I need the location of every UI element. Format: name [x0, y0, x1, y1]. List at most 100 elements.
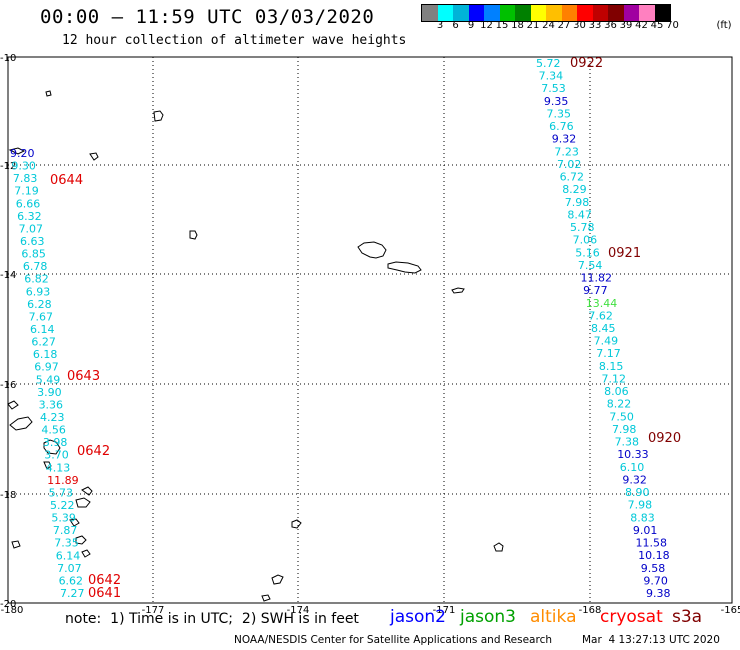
- left-track-value: 3.70: [44, 449, 69, 462]
- scale-swatch: [422, 5, 438, 21]
- scale-label: 42: [635, 20, 648, 31]
- right-track-value: 7.02: [557, 158, 582, 171]
- left-track-value: 7.35: [54, 537, 79, 550]
- left-track-value: 7.27: [60, 587, 85, 600]
- satellite-jason2: jason2: [390, 607, 446, 627]
- left-track-value: 6.82: [24, 273, 48, 286]
- left-track-value: 4.23: [40, 411, 65, 424]
- island-north: [89, 152, 99, 161]
- left-track-value: 7.19: [14, 185, 39, 198]
- scale-swatch: [592, 5, 608, 21]
- lat-tick-label: -16: [0, 380, 16, 391]
- lon-tick-label: -168: [579, 605, 602, 616]
- island-lau-8: [81, 549, 91, 558]
- island-wallis: [153, 110, 164, 122]
- left-track-value: 6.93: [26, 285, 51, 298]
- lat-tick-label: -14: [0, 270, 16, 281]
- legend-note: note: 1) Time is in UTC; 2) SWH is in fe…: [65, 611, 359, 627]
- right-track-value: 7.17: [596, 347, 621, 360]
- time-label: 0921: [608, 246, 641, 261]
- map-subtitle: 12 hour collection of altimeter wave hei…: [62, 33, 407, 48]
- scale-swatch: [499, 5, 515, 21]
- lon-tick-label: -177: [142, 605, 165, 616]
- satellite-jason3: jason3: [460, 607, 516, 627]
- left-track-value: 6.18: [33, 348, 58, 361]
- satellite-s3a: s3a: [672, 607, 703, 627]
- left-track-value: 9.30: [11, 160, 36, 173]
- island-lau-5: [69, 518, 80, 527]
- island-lau-3: [81, 486, 93, 496]
- right-track-value: 9.35: [544, 95, 569, 108]
- time-label: 0642: [77, 444, 110, 459]
- left-track-value: 6.85: [21, 248, 46, 261]
- time-label: 0922: [570, 56, 603, 71]
- right-track-value: 7.50: [609, 410, 634, 423]
- lat-tick-label: -20: [0, 599, 16, 610]
- right-track-value: 8.06: [604, 385, 629, 398]
- scale-swatch: [654, 5, 670, 21]
- time-label: 0642: [88, 573, 121, 588]
- right-track-value: 8.47: [567, 208, 592, 221]
- scale-swatch: [484, 5, 500, 21]
- scale-label: 45: [650, 20, 664, 31]
- left-track-value: 7.07: [19, 222, 43, 235]
- scale-label: 6: [452, 20, 459, 31]
- map-title: 00:00 – 11:59 UTC 03/03/2020: [40, 6, 375, 28]
- satellite-altika: altika: [530, 607, 577, 627]
- left-track-value: 6.78: [23, 260, 48, 273]
- scale-label: 21: [526, 20, 540, 31]
- scale-label: 27: [557, 20, 571, 31]
- island-swains: [493, 542, 504, 552]
- island-upolu: [357, 241, 387, 259]
- left-track-value: 7.87: [53, 524, 78, 537]
- right-track-value: 7.23: [554, 145, 579, 158]
- right-track-value: 8.29: [562, 183, 587, 196]
- right-track-value: 9.58: [641, 562, 666, 575]
- lat-tick-label: -12: [0, 161, 16, 172]
- right-track-value: 7.34: [539, 70, 564, 83]
- scale-swatch: [515, 5, 531, 21]
- island-fiji-2: [9, 416, 33, 431]
- left-track-value: 6.14: [30, 323, 55, 336]
- right-track-value: 5.78: [570, 221, 595, 234]
- footer-credit: NOAA/NESDIS Center for Satellite Applica…: [234, 634, 552, 646]
- lon-tick-label: -171: [433, 605, 456, 616]
- right-track-value: 6.76: [549, 120, 574, 133]
- right-track-value: 7.35: [546, 107, 571, 120]
- map-frame: [7, 56, 733, 604]
- scale-swatch: [453, 5, 469, 21]
- left-track-value: 6.63: [20, 235, 45, 248]
- left-track-value: 3.36: [39, 398, 64, 411]
- scale-label: 36: [604, 20, 617, 31]
- island-niuafo: [189, 230, 198, 240]
- left-track-value: 6.62: [59, 574, 83, 587]
- left-track-value: 5.73: [49, 486, 73, 499]
- right-track-value: 13.44: [586, 297, 618, 310]
- island-lau-6: [75, 535, 87, 545]
- left-track-value: 3.90: [37, 386, 62, 399]
- left-track-value: 6.32: [17, 210, 42, 223]
- right-track-value: 7.54: [578, 259, 603, 272]
- scale-swatch: [639, 5, 655, 21]
- island-tutuila: [387, 261, 422, 274]
- left-track-value: 6.27: [31, 336, 56, 349]
- island-tonga-1: [291, 519, 302, 529]
- lat-tick-label: -10: [0, 53, 16, 64]
- left-track-value: 6.66: [16, 197, 41, 210]
- scale-unit: (ft): [716, 20, 732, 31]
- scale-label: 39: [619, 20, 633, 31]
- scale-label: 12: [480, 20, 493, 31]
- left-track-value: 5.49: [36, 373, 61, 386]
- left-track-value: 5.39: [51, 512, 76, 525]
- left-track-value: 7.67: [29, 310, 53, 323]
- left-track-value: 11.89: [47, 474, 78, 487]
- island-far-north: [45, 90, 52, 97]
- island-lau-7: [11, 540, 21, 549]
- island-lau-1: [43, 439, 61, 455]
- right-track-value: 11.82: [581, 272, 613, 285]
- right-track-value: 7.12: [601, 372, 626, 385]
- right-track-value: 7.98: [628, 499, 653, 512]
- right-track-value: 9.70: [643, 574, 668, 587]
- time-label: 0920: [648, 431, 681, 446]
- island-tonga-2: [271, 574, 284, 585]
